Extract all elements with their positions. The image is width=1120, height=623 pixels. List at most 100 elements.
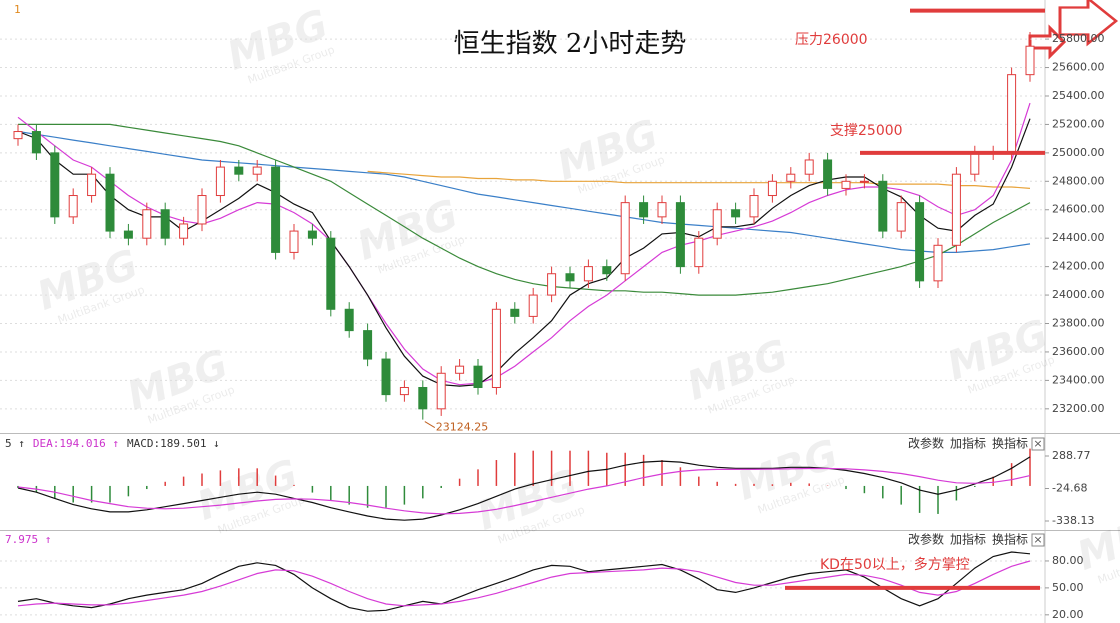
- y-tick-label: 23400.00: [1052, 373, 1105, 386]
- y-tick-label: 80.00: [1052, 554, 1084, 567]
- toolbar-button[interactable]: 改参数: [908, 532, 944, 547]
- candle-body: [547, 273, 557, 296]
- close-button[interactable]: ×: [1033, 533, 1042, 546]
- arrow-icon: [1058, 0, 1119, 47]
- y-tick-label: 24600.00: [1052, 203, 1105, 216]
- indicator-line: [17, 560, 1031, 607]
- panel-header: DEA:194.016 ↑: [33, 437, 119, 450]
- candle-body: [68, 195, 78, 218]
- indicator-line: [17, 551, 1031, 612]
- toolbar-button[interactable]: 换指标: [992, 436, 1028, 451]
- candle-body: [767, 180, 777, 197]
- y-tick-label: 25400.00: [1052, 89, 1105, 102]
- annotation: 压力26000: [795, 32, 868, 48]
- candle-body: [473, 365, 483, 388]
- candle-body: [13, 131, 23, 140]
- candle-body: [142, 209, 152, 239]
- candle-body: [804, 159, 814, 175]
- close-button[interactable]: ×: [1033, 437, 1042, 450]
- candle-body: [491, 308, 501, 388]
- candle-body: [951, 173, 961, 246]
- candle-body: [896, 202, 906, 232]
- y-tick-label: 24800.00: [1052, 174, 1105, 187]
- candle-body: [859, 180, 869, 183]
- candle-body: [289, 230, 299, 253]
- candle-body: [823, 159, 833, 189]
- candle-body: [399, 386, 409, 396]
- panel-header: 7.975 ↑: [5, 533, 51, 546]
- candle-body: [344, 308, 354, 332]
- toolbar-button[interactable]: 加指标: [950, 436, 986, 451]
- candle-body: [307, 230, 317, 239]
- candle-body: [123, 230, 133, 239]
- y-tick-label: 24200.00: [1052, 260, 1105, 273]
- candle-body: [675, 202, 685, 268]
- low-label: 23124.25: [436, 421, 489, 434]
- candle-body: [712, 209, 722, 239]
- indicator-line: [17, 467, 1031, 515]
- close-button-box[interactable]: [1031, 533, 1045, 547]
- candle-body: [620, 202, 630, 275]
- candle-body: [215, 166, 225, 197]
- candle-body: [326, 237, 336, 310]
- y-tick-label: 288.77: [1052, 449, 1091, 462]
- y-tick-label: 23800.00: [1052, 317, 1105, 330]
- candle-body: [565, 273, 575, 282]
- y-tick-label: 25200.00: [1052, 117, 1105, 130]
- candle-body: [602, 266, 612, 275]
- candle-body: [31, 131, 41, 154]
- indicator-line: [367, 170, 1031, 189]
- indicator-line: [18, 123, 1031, 296]
- annotation: 支撑25000: [830, 123, 903, 139]
- candle-body: [455, 365, 465, 374]
- candle-body: [1007, 74, 1017, 154]
- candle-body: [878, 180, 888, 232]
- y-tick-label: 24400.00: [1052, 231, 1105, 244]
- y-tick-label: 20.00: [1052, 608, 1084, 621]
- y-tick-label: 23200.00: [1052, 402, 1105, 415]
- candle-body: [436, 372, 446, 410]
- y-tick-label: 25000.00: [1052, 146, 1105, 159]
- candle-body: [510, 308, 520, 317]
- candle-body: [363, 330, 373, 360]
- y-tick-label: 25800.00: [1052, 32, 1105, 45]
- candle-body: [234, 166, 244, 175]
- candle-body: [749, 195, 759, 218]
- candle-body: [933, 244, 943, 282]
- candle-body: [694, 237, 704, 268]
- candle-body: [87, 173, 97, 197]
- indicator-line: [17, 102, 1031, 386]
- y-tick-label: -24.68: [1052, 482, 1087, 495]
- panel-header: 1: [14, 3, 21, 16]
- y-tick-label: 25600.00: [1052, 61, 1105, 74]
- chart-title: 恒生指数 2小时走势: [454, 29, 687, 59]
- candle-body: [915, 202, 925, 282]
- candle-body: [639, 202, 649, 218]
- candle-body: [418, 386, 428, 410]
- y-tick-label: 24000.00: [1052, 288, 1105, 301]
- candle-body: [528, 294, 538, 317]
- candle-body: [271, 166, 281, 253]
- candle-body: [841, 180, 851, 189]
- candle-body: [197, 195, 207, 225]
- candle-body: [970, 152, 980, 175]
- toolbar-button[interactable]: 改参数: [908, 436, 944, 451]
- candle-body: [252, 166, 262, 175]
- toolbar-button[interactable]: 加指标: [950, 532, 986, 547]
- candle-body: [1025, 45, 1035, 76]
- candle-body: [786, 173, 796, 182]
- y-tick-label: 23600.00: [1052, 345, 1105, 358]
- panel-header: 5 ↑: [5, 437, 25, 450]
- toolbar-button[interactable]: 换指标: [992, 532, 1028, 547]
- candle-body: [50, 152, 60, 218]
- y-tick-label: -338.13: [1052, 514, 1094, 527]
- candle-body: [583, 266, 593, 282]
- close-button-box[interactable]: [1031, 437, 1045, 451]
- annotation: KD在50以上，多方掌控: [820, 556, 970, 573]
- panel-header: MACD:189.501 ↓: [127, 437, 220, 450]
- candle-body: [731, 209, 741, 218]
- candle-body: [657, 202, 667, 218]
- indicator-line: [17, 130, 1031, 253]
